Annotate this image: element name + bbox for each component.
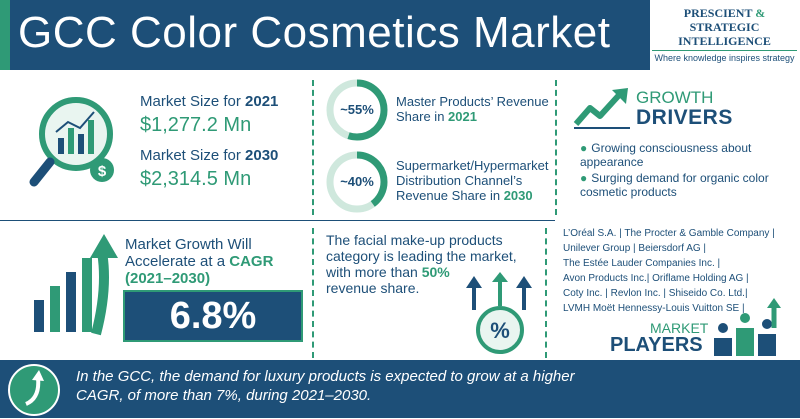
share-pct-2021: ~55% [340, 102, 374, 117]
share-label-2030: Supermarket/Hypermarket Distribution Cha… [396, 158, 549, 203]
market-players-list: L’Oréal S.A. | The Procter & Gamble Comp… [563, 228, 775, 314]
driver-item: ● Growing consciousness about appearance [580, 141, 752, 169]
page-title: GCC Color Cosmetics Market [18, 8, 611, 57]
company-logo: PRESCIENT & STRATEGIC INTELLIGENCE Where… [652, 6, 797, 66]
divider [545, 228, 547, 358]
divider [312, 228, 314, 358]
magnifier-chart-icon: $ [29, 97, 114, 187]
players-podium-icon [714, 298, 781, 356]
divider [312, 80, 314, 215]
footer-text: In the GCC, the demand for luxury produc… [76, 368, 575, 404]
share-label-2021: Master Products’ Revenue Share in 2021 [396, 94, 549, 124]
drivers-subtitle: DRIVERS [636, 106, 733, 129]
drivers-title: GROWTH [636, 88, 714, 107]
players-title: MARKET [650, 320, 709, 336]
market-size-2030-value: $2,314.5 Mn [140, 168, 252, 190]
svg-text:%: % [490, 318, 510, 343]
footer-arrow-icon [8, 364, 60, 416]
market-size-2021-label: Market Size for 2021 [140, 93, 279, 110]
divider [0, 220, 555, 221]
share-pct-2030: ~40% [340, 174, 374, 189]
title-accent [0, 0, 10, 70]
bar-growth-icon [34, 234, 118, 336]
driver-item: ● Surging demand for organic color cosmet… [580, 171, 769, 199]
players-subtitle: PLAYERS [610, 334, 703, 356]
cagr-label: Market Growth Will Accelerate at a CAGR … [125, 236, 274, 287]
cagr-value: 6.8% [123, 290, 303, 342]
divider [555, 80, 557, 215]
market-size-2030-label: Market Size for 2030 [140, 147, 279, 164]
facial-makeup-text: The facial make-up products category is … [326, 232, 517, 296]
growth-arrow-icon [573, 88, 630, 129]
svg-text:$: $ [98, 163, 107, 180]
footer-banner: In the GCC, the demand for luxury produc… [0, 360, 800, 418]
share-ring-2030 [326, 151, 388, 213]
share-ring-2021 [326, 79, 388, 141]
logo-tagline: Where knowledge inspires strategy [652, 50, 797, 63]
market-size-2021-value: $1,277.2 Mn [140, 114, 252, 136]
title-bar: GCC Color Cosmetics Market [0, 0, 650, 70]
percent-arrows-icon: % [466, 272, 532, 354]
